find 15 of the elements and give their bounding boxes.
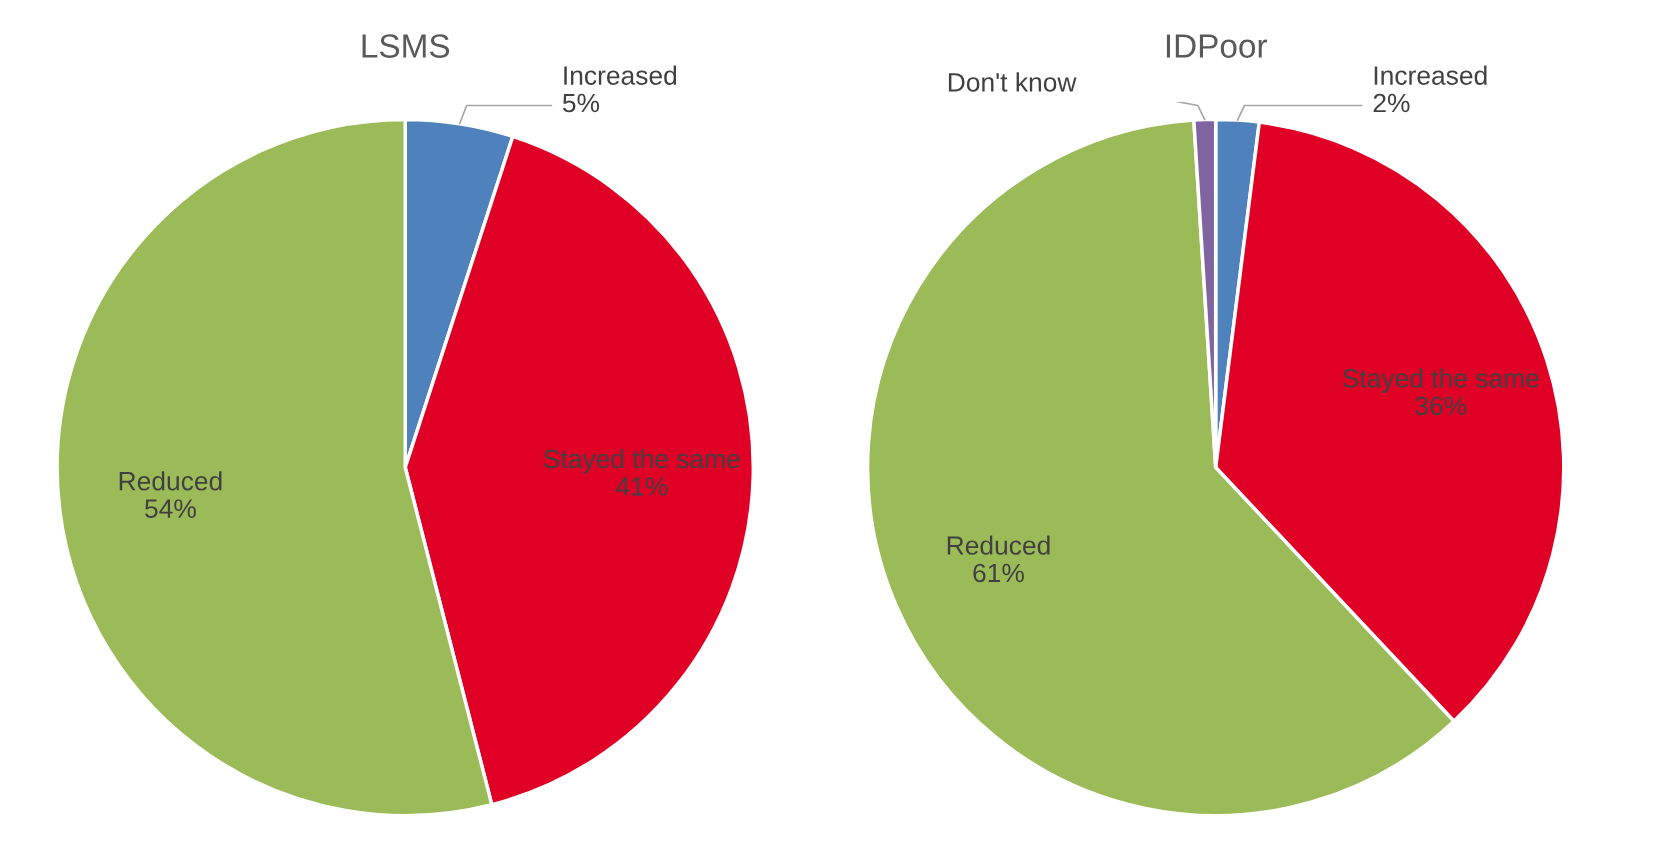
slice-label: Stayed the same [544, 448, 740, 474]
data-label: 61% [973, 563, 1024, 583]
data-label: 41% [616, 477, 668, 496]
data-label: 36% [1415, 396, 1467, 416]
slice-label: Don't know [948, 72, 1077, 92]
slice-label: Increased [1374, 65, 1487, 85]
data-label: 5% [562, 93, 600, 113]
chart-title: LSMS [362, 34, 450, 58]
data-label: 2% [1373, 93, 1410, 113]
slice-label: Stayed the same [1343, 368, 1539, 393]
slice-label: Reduced [119, 471, 222, 491]
slice-label: Increased [564, 65, 677, 85]
slice-label: Reduced [947, 535, 1050, 555]
data-label: 54% [145, 499, 196, 518]
chart-title: IDPoor [1166, 34, 1268, 58]
